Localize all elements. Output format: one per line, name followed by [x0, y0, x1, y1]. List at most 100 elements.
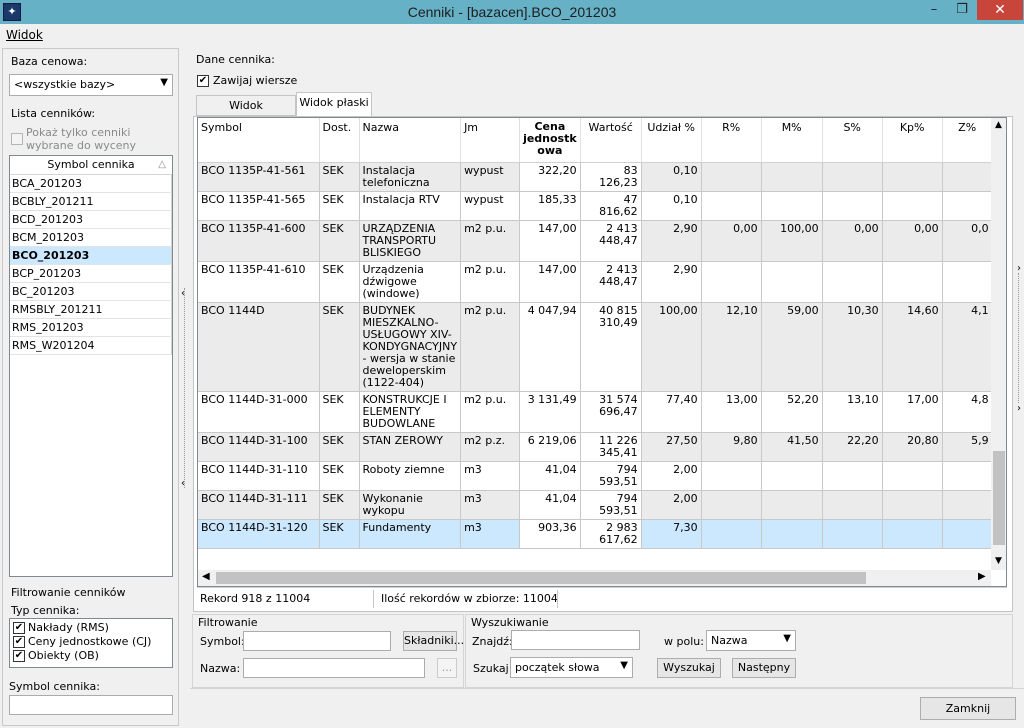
table-cell[interactable]: SEK	[319, 391, 360, 433]
table-cell[interactable]: 2,00	[641, 490, 702, 520]
table-cell[interactable]: Instalacja RTV	[359, 191, 462, 221]
table-cell[interactable]: SEK	[319, 461, 360, 491]
table-cell[interactable]: 9,80	[701, 432, 762, 462]
table-cell[interactable]: 17,00	[882, 391, 943, 433]
list-item[interactable]: BCA_201203	[10, 175, 172, 193]
symbol-filter-input[interactable]	[9, 695, 173, 715]
menu-widok[interactable]: Widok	[6, 28, 43, 42]
table-row[interactable]: BCO 1144D-31-110 SEK Roboty ziemne m3 41,04 7…	[198, 461, 993, 491]
table-cell[interactable]	[942, 519, 993, 549]
table-cell[interactable]: Roboty ziemne	[359, 461, 462, 491]
table-cell[interactable]: Urządzenia dźwigowe (windowe)	[359, 261, 462, 303]
table-row[interactable]: BCO 1135P-41-610 SEK Urządzenia dźwigowe (…	[198, 261, 993, 303]
table-cell[interactable]: 100,00	[761, 220, 823, 262]
table-cell[interactable]: BCO 1144D-31-100	[198, 432, 320, 462]
table-cell[interactable]: 5,9	[942, 432, 993, 462]
table-cell[interactable]: SEK	[319, 490, 360, 520]
table-cell[interactable]	[882, 162, 943, 192]
wrap-rows-checkbox[interactable]: ✔	[197, 75, 209, 87]
table-cell[interactable]: 185,33	[519, 191, 581, 221]
components-button[interactable]: Składniki...	[403, 631, 464, 651]
type-checkbox-ob[interactable]: ✔	[13, 650, 25, 662]
type-checkbox-cj[interactable]: ✔	[13, 636, 25, 648]
table-cell[interactable]: m2 p.u.	[460, 302, 521, 392]
table-cell[interactable]: 2 983 617,62	[580, 519, 642, 549]
table-cell[interactable]: Instalacja telefoniczna	[359, 162, 462, 192]
table-cell[interactable]	[942, 490, 993, 520]
table-row[interactable]: BCO 1144D-31-120 SEK Fundamenty m3 903,36 2 9…	[198, 519, 993, 549]
table-cell[interactable]: m2 p.u.	[460, 220, 521, 262]
table-cell[interactable]	[701, 261, 762, 303]
table-cell[interactable]	[701, 519, 762, 549]
table-cell[interactable]: SEK	[319, 191, 360, 221]
table-cell[interactable]: m2 p.u.	[460, 391, 521, 433]
table-cell[interactable]: 4,1	[942, 302, 993, 392]
table-cell[interactable]	[701, 162, 762, 192]
table-cell[interactable]: BCO 1144D-31-110	[198, 461, 320, 491]
table-cell[interactable]: 0,10	[641, 162, 702, 192]
column-header[interactable]: Cena jednostk owa	[519, 118, 581, 163]
table-cell[interactable]: SEK	[319, 519, 360, 549]
table-cell[interactable]: 13,10	[822, 391, 883, 433]
next-button[interactable]: Następny	[732, 658, 796, 678]
table-cell[interactable]	[761, 162, 823, 192]
column-header[interactable]: M%	[761, 118, 823, 163]
table-cell[interactable]: 20,80	[882, 432, 943, 462]
filter-name-input[interactable]	[243, 658, 425, 678]
list-item[interactable]: BCP_201203	[10, 265, 172, 283]
table-cell[interactable]: 41,04	[519, 490, 581, 520]
field-select[interactable]: Nazwa ▼	[706, 630, 796, 651]
table-cell[interactable]: 13,00	[701, 391, 762, 433]
table-cell[interactable]: 12,10	[701, 302, 762, 392]
close-button[interactable]: Zamknij	[920, 697, 1016, 720]
table-cell[interactable]: 0,00	[822, 220, 883, 262]
table-cell[interactable]	[822, 191, 883, 221]
table-cell[interactable]: BCO 1135P-41-565	[198, 191, 320, 221]
name-more-button[interactable]: ...	[437, 658, 457, 678]
table-cell[interactable]	[761, 261, 823, 303]
table-cell[interactable]: 77,40	[641, 391, 702, 433]
table-cell[interactable]: KONSTRUKCJE I ELEMENTY BUDOWLANE	[359, 391, 462, 433]
list-item[interactable]: RMSBLY_201211	[10, 301, 172, 319]
table-cell[interactable]: 11 226 345,41	[580, 432, 642, 462]
tab-structural[interactable]: Widok strukturalny	[196, 95, 296, 131]
base-select[interactable]: <wszystkie bazy> ▼	[9, 74, 173, 96]
table-cell[interactable]	[761, 519, 823, 549]
table-cell[interactable]	[822, 490, 883, 520]
list-item[interactable]: BCBLY_201211	[10, 193, 172, 211]
table-row[interactable]: BCO 1144D SEK BUDYNEK MIESZKALNO-USŁUGOWY …	[198, 302, 993, 392]
table-cell[interactable]	[942, 162, 993, 192]
table-cell[interactable]: 2,00	[641, 461, 702, 491]
scroll-down-icon[interactable]: ▼	[995, 556, 1002, 566]
table-cell[interactable]: m2 p.z.	[460, 432, 521, 462]
table-cell[interactable]: Fundamenty	[359, 519, 462, 549]
table-cell[interactable]: 47 816,62	[580, 191, 642, 221]
table-cell[interactable]: BCO 1144D-31-111	[198, 490, 320, 520]
table-cell[interactable]: SEK	[319, 302, 360, 392]
table-cell[interactable]: 2 413 448,47	[580, 220, 642, 262]
table-cell[interactable]: m2 p.u.	[460, 261, 521, 303]
column-header[interactable]: Symbol	[198, 118, 320, 163]
table-cell[interactable]	[942, 191, 993, 221]
column-header[interactable]: S%	[822, 118, 883, 163]
table-cell[interactable]: 41,04	[519, 461, 581, 491]
table-cell[interactable]	[942, 461, 993, 491]
table-cell[interactable]: 2,90	[641, 261, 702, 303]
list-item[interactable]: BC_201203	[10, 283, 172, 301]
column-header[interactable]: R%	[701, 118, 762, 163]
column-header[interactable]: Z%	[942, 118, 993, 163]
list-item[interactable]: BCM_201203	[10, 229, 172, 247]
table-cell[interactable]	[882, 191, 943, 221]
table-cell[interactable]: 22,20	[822, 432, 883, 462]
column-header[interactable]: Udział %	[641, 118, 702, 163]
table-cell[interactable]: 40 815 310,49	[580, 302, 642, 392]
column-header[interactable]: Nazwa	[359, 118, 462, 163]
search-button[interactable]: Wyszukaj	[657, 658, 721, 678]
find-input[interactable]	[511, 630, 640, 650]
table-cell[interactable]: 41,50	[761, 432, 823, 462]
vertical-scrollbar[interactable]: ▲ ▼	[991, 118, 1006, 570]
table-cell[interactable]: BCO 1135P-41-561	[198, 162, 320, 192]
table-cell[interactable]: 31 574 696,47	[580, 391, 642, 433]
table-cell[interactable]	[701, 490, 762, 520]
table-cell[interactable]: BCO 1135P-41-600	[198, 220, 320, 262]
